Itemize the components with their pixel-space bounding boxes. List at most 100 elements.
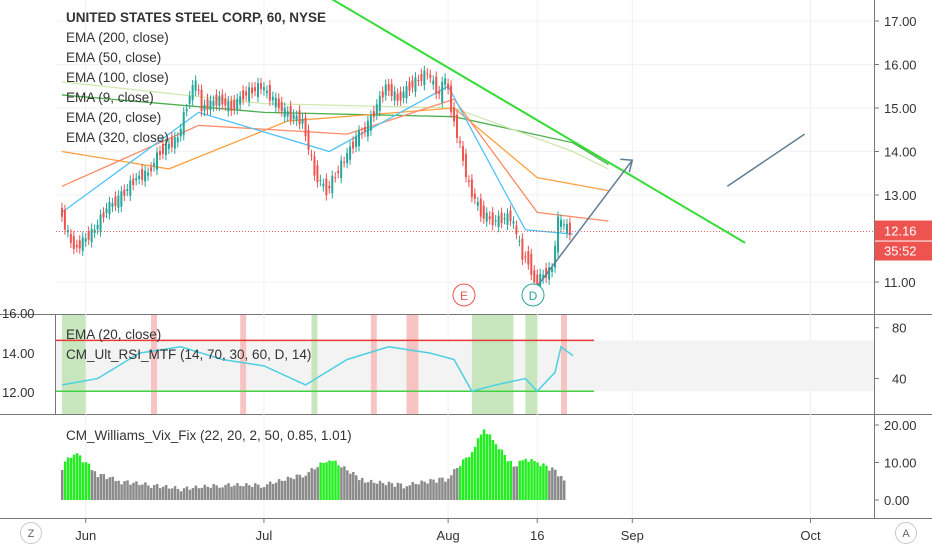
vix-bar [295, 474, 299, 500]
candle-body [473, 193, 476, 199]
candle-body [257, 83, 259, 97]
rsi-pane-ema-label[interactable]: EMA (20, close) [66, 327, 162, 342]
vix-bar [274, 482, 278, 500]
vix-pane-label[interactable]: CM_Williams_Vix_Fix (22, 20, 2, 50, 0.85… [66, 428, 352, 443]
vix-bar [224, 484, 227, 500]
vix-bar [414, 483, 417, 500]
vix-bar [319, 462, 322, 500]
vix-bar [81, 462, 85, 500]
vix-bar [316, 467, 319, 500]
candle-body [479, 198, 482, 217]
vix-bar [156, 484, 159, 500]
vix-bar [405, 486, 409, 500]
candle-body [262, 87, 265, 91]
vix-bar [461, 459, 465, 500]
candle-body [456, 114, 459, 138]
indicator-ema-100[interactable]: EMA (100, close) [66, 70, 169, 85]
vix-bar [512, 466, 515, 500]
vix-bar [173, 486, 177, 500]
vix-bar [539, 466, 542, 500]
candle-body [542, 274, 545, 279]
indicator-ema-20[interactable]: EMA (20, close) [66, 110, 162, 125]
price-tick-label: 17.00 [884, 14, 917, 29]
candle-body [283, 107, 286, 117]
candle-body [491, 212, 494, 226]
vix-bar [340, 467, 343, 500]
candle-body [399, 91, 402, 101]
candle-body [435, 76, 438, 94]
candle-body [179, 128, 182, 137]
rsi-pane-rsi-label[interactable]: CM_Ult_RSI_MTF (14, 70, 30, 60, D, 14) [66, 347, 312, 362]
candle-body [233, 100, 236, 110]
time-tick-label: Jul [256, 528, 273, 543]
trendline [331, 0, 746, 244]
vix-bar [467, 457, 471, 500]
indicator-ema-200[interactable]: EMA (200, close) [66, 30, 169, 45]
candle-body [349, 146, 352, 160]
candle-body [360, 132, 363, 134]
candle-body [277, 98, 280, 109]
vix-bar [459, 466, 462, 500]
candle-body [560, 219, 562, 227]
vix-bar [360, 477, 364, 500]
candle-body [90, 228, 93, 243]
vix-bar [369, 479, 373, 500]
indicator-ema-9[interactable]: EMA (9, close) [66, 90, 154, 105]
vix-bar [239, 485, 242, 500]
vix-bar [126, 480, 129, 500]
vix-bar [346, 470, 349, 500]
candle-body [527, 251, 530, 265]
rsi-left-tick-label: 16.00 [2, 306, 35, 321]
candle-body [506, 213, 509, 225]
candle-body [158, 151, 161, 156]
vix-bar [562, 480, 566, 500]
candle-body [93, 229, 96, 233]
indicator-ema-320[interactable]: EMA (320, close) [66, 130, 169, 145]
auto-scale-button[interactable]: A [895, 522, 917, 544]
vix-bar [144, 482, 147, 500]
candle-body [408, 81, 411, 91]
rsi-right-tick-label: 40 [892, 372, 906, 387]
candle-body [562, 224, 565, 226]
candle-body [322, 183, 325, 187]
candle-body [182, 112, 185, 136]
vix-bar [99, 473, 103, 500]
vix-bar [170, 488, 174, 500]
vix-bar [506, 461, 510, 500]
timezone-toggle-button[interactable]: Z [20, 522, 42, 544]
candle-body [307, 129, 310, 150]
candle-body [548, 267, 551, 280]
candle-body [123, 189, 126, 196]
candle-body [453, 107, 456, 122]
vix-bar [358, 480, 361, 500]
candle-body [482, 205, 485, 219]
candle-body [185, 109, 188, 112]
rsi-left-tick-label: 14.00 [2, 346, 35, 361]
vix-bar [464, 457, 468, 500]
vix-bar [402, 488, 406, 500]
candle-body [108, 202, 111, 215]
vix-bar [494, 444, 498, 500]
candle-body [459, 141, 461, 143]
candle-body [147, 172, 150, 176]
vix-bar [554, 469, 557, 500]
candle-body [120, 191, 123, 207]
candle-body [81, 237, 84, 251]
candle-body [393, 91, 396, 101]
candle-body [170, 137, 173, 148]
candle-body [227, 101, 230, 112]
vix-bar [548, 470, 551, 500]
vix-bar [221, 487, 224, 500]
candle-body [470, 179, 473, 198]
candle-body [417, 80, 420, 82]
time-tick-label: Sep [621, 528, 644, 543]
countdown-label: 35:52 [884, 244, 917, 259]
candle-body [176, 137, 179, 143]
candle-body [450, 85, 453, 113]
vix-tick-label: 0.00 [884, 493, 909, 508]
candle-body [387, 84, 390, 91]
candle-body [337, 170, 340, 174]
vix-bar [123, 481, 126, 500]
indicator-ema-50[interactable]: EMA (50, close) [66, 50, 162, 65]
